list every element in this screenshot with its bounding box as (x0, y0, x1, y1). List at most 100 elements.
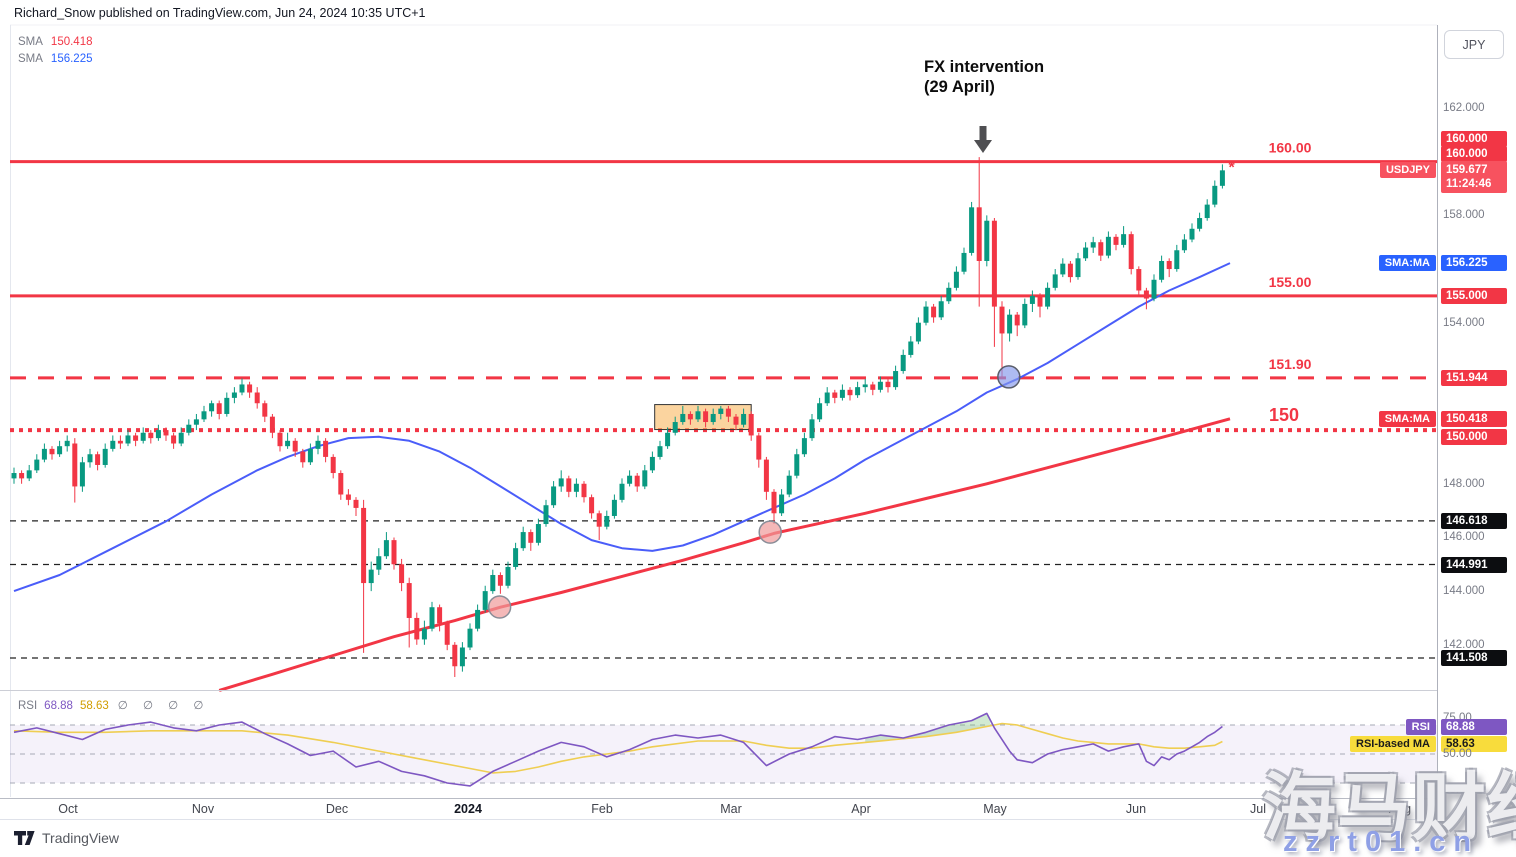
time-axis[interactable]: Oct Nov Dec 2024 Feb Mar Apr May Jun Jul Aug (0, 798, 1437, 820)
candle-body (490, 575, 496, 592)
candle-body (133, 435, 139, 441)
candle-body (908, 341, 914, 355)
candle-body (1174, 250, 1180, 270)
candle-body (1212, 185, 1218, 205)
time-axis-label: Jul (1250, 802, 1266, 816)
sma-red-value: 150.418 (50, 36, 93, 48)
candle-body (209, 403, 215, 412)
candle-body (733, 416, 739, 425)
candle-body (634, 475, 640, 487)
candle-body (1136, 269, 1142, 291)
rsi-hidden-values: ∅ ∅ ∅ ∅ (117, 700, 210, 712)
rsi-ma-line[interactable] (13, 722, 1223, 774)
crossover-circle-marker[interactable] (487, 595, 512, 619)
rsi-value: 68.88 (44, 700, 73, 712)
price-axis[interactable]: 162.000 160.000 160.000 159.677 11:24:46 158.… (1437, 25, 1516, 818)
sma-blue-line[interactable] (13, 262, 1231, 593)
candle-body (64, 440, 70, 447)
price-axis-label: 160.000 (1441, 145, 1507, 162)
price-axis-label: 141.508 (1441, 650, 1507, 666)
candle-body (589, 497, 595, 514)
candle-body (642, 470, 648, 487)
level-caption: 150 (1269, 405, 1299, 425)
sma-red-line[interactable] (218, 417, 1231, 692)
candle-body (110, 440, 116, 449)
crossover-circle-marker[interactable] (997, 365, 1021, 389)
candle-body (262, 403, 268, 417)
candle-body (49, 448, 55, 455)
price-axis-label: 158.000 (1443, 209, 1485, 222)
footer-brand[interactable]: TradingView (14, 830, 119, 846)
candles-layer[interactable] (11, 157, 1225, 678)
crossover-circle-marker[interactable] (758, 520, 782, 544)
candle-body (1014, 314, 1020, 326)
rsi-legend[interactable]: RSI 68.88 58.63 ∅ ∅ ∅ ∅ (18, 698, 209, 712)
candle-body (946, 287, 952, 302)
candle-body (771, 491, 777, 514)
candle-body (1037, 295, 1043, 307)
sma-label: SMA (18, 36, 43, 48)
rsi-overbought-fill (865, 714, 991, 743)
fx-intervention-line2: (29 April) (924, 78, 995, 96)
candle-body (421, 628, 427, 640)
time-axis-label: Jun (1125, 802, 1147, 816)
candle-body (1067, 263, 1073, 278)
candle-body (847, 389, 853, 396)
candle-body (786, 475, 792, 495)
candle-body (247, 384, 253, 393)
time-axis-label: Feb (591, 802, 613, 816)
candle-body (1166, 260, 1172, 270)
candle-body (459, 647, 465, 667)
price-axis-label: 146.618 (1441, 512, 1507, 529)
candle-body (1060, 263, 1066, 275)
candle-body (976, 207, 982, 261)
candle-body (87, 454, 93, 463)
rsi-ma-value: 58.63 (79, 700, 109, 712)
main-chart-pane[interactable]: 160.00 155.00 151.90 150 * (0, 0, 1437, 822)
candle-body (1090, 242, 1096, 248)
candle-body (923, 306, 929, 323)
candle-body (239, 384, 245, 393)
candle-body (1128, 234, 1134, 270)
candle-body (703, 411, 709, 423)
candle-body (1143, 290, 1149, 299)
candle-body (870, 384, 876, 390)
candle-body (57, 446, 63, 455)
candle-body (1159, 260, 1165, 280)
candle-body (383, 540, 389, 557)
candle-body (794, 454, 800, 476)
candle-body (1045, 287, 1051, 307)
candle-body (604, 515, 610, 527)
candle-body (1022, 303, 1028, 326)
candle-body (1181, 239, 1187, 251)
candle-body (513, 548, 519, 567)
price-axis-label: 151.944 (1441, 369, 1507, 386)
candle-body (984, 220, 990, 261)
candle-body (566, 478, 572, 492)
rsi-line[interactable] (13, 712, 1223, 787)
candle-body (300, 451, 306, 463)
candle-body (117, 440, 123, 444)
candle-body (1029, 295, 1035, 304)
rsi-label: RSI (18, 700, 38, 712)
sma-legend[interactable]: SMA 150.418 SMA 156.225 (18, 34, 93, 68)
price-axis-label: 162.000 (1443, 102, 1485, 114)
candle-body (307, 448, 313, 463)
candle-body (1007, 314, 1013, 334)
candle-body (1052, 274, 1058, 288)
candle-body (665, 432, 671, 447)
candle-body (824, 392, 830, 404)
candle-body (482, 591, 488, 610)
currency-unit-button[interactable]: JPY (1444, 30, 1504, 59)
candle-body (680, 413, 686, 423)
candle-body (817, 403, 823, 420)
sma-blue-value: 156.225 (50, 53, 93, 65)
candle-body (26, 470, 32, 479)
candle-body (186, 424, 192, 433)
candle-body (558, 478, 564, 487)
candle-body (11, 473, 17, 479)
candle-body (649, 456, 655, 471)
series-tag-rsi-based-ma: RSI-based MA (1350, 736, 1436, 753)
fx-intervention-annotation[interactable]: FX intervention (29 April) (924, 57, 1044, 97)
